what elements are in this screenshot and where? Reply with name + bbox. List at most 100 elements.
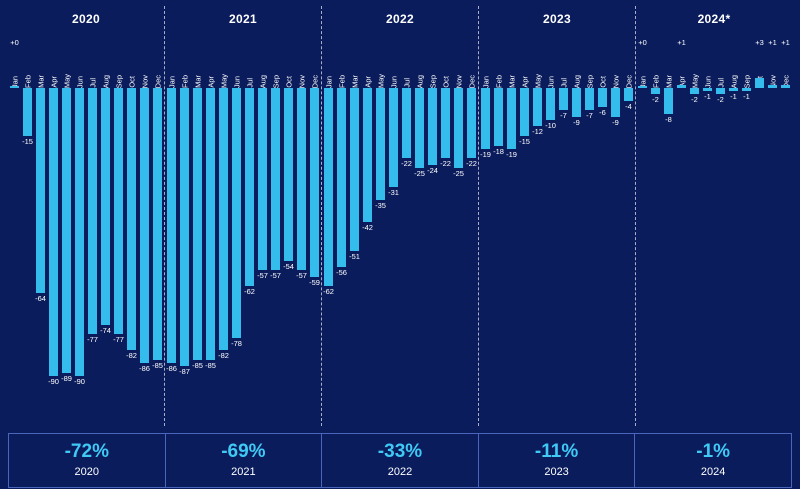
bar-slot-2022-dec: Dec -22 — [465, 6, 478, 426]
value-label: -10 — [545, 121, 556, 130]
data-bar — [297, 88, 306, 271]
data-bar — [153, 88, 162, 360]
value-label: -57 — [257, 271, 268, 281]
month-label: Jun — [545, 75, 555, 88]
value-label: -12 — [532, 127, 543, 137]
month-label: Jun — [702, 75, 712, 88]
month-label: Aug — [100, 74, 110, 88]
value-label: +0 — [10, 38, 19, 47]
bar-slot-2023-feb: Feb -18 — [492, 6, 505, 426]
summary-cell-2023: -11% 2023 — [479, 434, 636, 487]
data-bar — [507, 88, 516, 149]
year-header-2020: 2020 — [72, 12, 100, 26]
year-section-2020: 2020 Jan +0 Feb -15 Mar -64 Apr -90 May -89 Jun -90 J… — [8, 6, 165, 426]
bar-slot-2023-sep: Sep -7 — [583, 6, 596, 426]
bar-slot-2023-jul: Jul -7 — [557, 6, 570, 426]
bar-slot-2021-jan: Jan -86 — [165, 6, 178, 426]
month-label: Jul — [715, 78, 725, 88]
bar-slot-2021-aug: Aug -57 — [256, 6, 269, 426]
month-label: Feb — [336, 75, 346, 88]
month-label: Nov — [296, 74, 306, 88]
month-label: Sep — [113, 74, 123, 88]
data-bar — [23, 88, 32, 136]
value-label: -82 — [218, 351, 229, 361]
bar-slot-2021-sep: Sep -57 — [269, 6, 282, 426]
value-label: -2 — [652, 95, 659, 105]
value-label: -85 — [205, 361, 216, 370]
value-label: -74 — [100, 325, 111, 335]
data-bar — [271, 88, 280, 271]
bar-slot-2022-aug: Aug -25 — [413, 6, 426, 426]
summary-percent: -72% — [64, 441, 109, 462]
bar-slot-2022-jun: Jun -31 — [387, 6, 400, 426]
data-bar — [206, 88, 215, 360]
data-bar — [729, 88, 738, 92]
data-bar — [755, 78, 764, 88]
data-bar — [585, 88, 594, 111]
data-bar — [520, 88, 529, 136]
month-label: Sep — [270, 74, 280, 88]
summary-percent: -11% — [534, 441, 579, 462]
summary-cell-2024: -1% 2024 — [635, 434, 791, 487]
bar-slot-2020-may: May -89 — [60, 6, 73, 426]
month-label: Dec — [623, 74, 633, 88]
value-label: -15 — [22, 137, 33, 146]
data-bar — [284, 88, 293, 261]
bar-slot-2022-mar: Mar -51 — [348, 6, 361, 426]
month-label: Aug — [257, 74, 267, 88]
value-label: -9 — [573, 117, 580, 127]
month-label: Apr — [362, 76, 372, 88]
month-label: May — [61, 73, 71, 88]
value-label: -25 — [453, 169, 464, 178]
data-bar — [376, 88, 385, 200]
data-bar — [598, 88, 607, 108]
bar-slot-2020-nov: Nov -86 — [138, 6, 151, 426]
data-bar — [324, 88, 333, 287]
bar-slot-2022-nov: Nov -25 — [452, 6, 465, 426]
value-label: -4 — [625, 101, 632, 111]
month-label: Jun — [388, 75, 398, 88]
data-bar — [167, 88, 176, 364]
bar-slot-2024-nov: Nov +1 — [766, 6, 779, 426]
bar-slot-2021-oct: Oct -54 — [282, 6, 295, 426]
value-label: -86 — [166, 364, 177, 374]
bar-slot-2024-feb: Feb -2 — [649, 6, 662, 426]
value-label: -8 — [665, 114, 672, 124]
summary-cell-2021: -69% 2021 — [166, 434, 323, 487]
year-section-2021: 2021 Jan -86 Feb -87 Mar -85 Apr -85 May -82 Jun -78… — [165, 6, 322, 426]
month-label: Apr — [205, 76, 215, 88]
bar-slot-2020-jul: Jul -77 — [86, 6, 99, 426]
year-header-2021: 2021 — [229, 12, 257, 26]
month-label: Oct — [126, 76, 136, 88]
data-bar — [533, 88, 542, 127]
summary-percent: -33% — [377, 441, 423, 462]
data-bar — [559, 88, 568, 111]
bar-slot-2023-mar: Mar -19 — [505, 6, 518, 426]
month-label: Mar — [349, 75, 359, 88]
bar-slot-2022-apr: Apr -42 — [361, 6, 374, 426]
month-label: Aug — [414, 74, 424, 88]
month-label: Jul — [558, 78, 568, 88]
value-label: -64 — [35, 293, 46, 303]
data-bar — [402, 88, 411, 159]
value-label: -85 — [192, 361, 203, 370]
data-bar — [114, 88, 123, 335]
data-bar — [546, 88, 555, 120]
bar-slot-2022-jul: Jul -22 — [400, 6, 413, 426]
data-bar — [10, 86, 19, 88]
summary-cell-2022: -33% 2022 — [322, 434, 479, 487]
summary-percent: -69% — [221, 441, 266, 462]
bar-slot-2023-dec: Dec -4 — [622, 6, 635, 426]
bar-slot-2024-aug: Aug -1 — [727, 6, 740, 426]
summary-year-label: 2020 — [74, 465, 100, 478]
month-label: Sep — [427, 74, 437, 88]
data-bar — [49, 88, 58, 376]
month-label: Oct — [283, 76, 293, 88]
data-bar — [716, 88, 725, 95]
month-label: Nov — [139, 74, 149, 88]
month-label: Feb — [493, 75, 503, 88]
bar-slot-2024-dec: Dec +1 — [779, 6, 792, 426]
month-label: Mar — [663, 75, 673, 88]
month-label: Dec — [466, 74, 476, 88]
month-label: Mar — [506, 75, 516, 88]
